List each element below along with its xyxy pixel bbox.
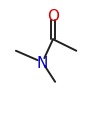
- Text: O: O: [47, 9, 59, 23]
- Text: N: N: [37, 55, 48, 70]
